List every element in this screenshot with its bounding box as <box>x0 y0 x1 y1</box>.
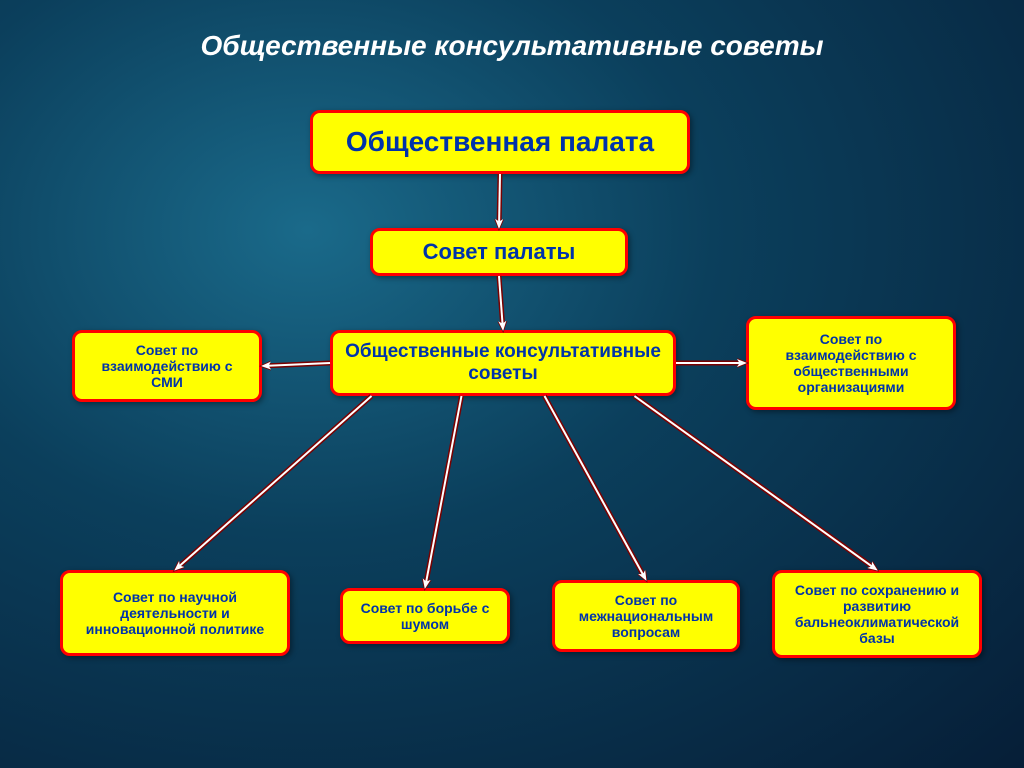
slide-title: Общественные консультативные советы <box>0 30 1024 62</box>
edge-n2-n3 <box>499 276 503 324</box>
node-n1: Общественная палата <box>310 110 690 174</box>
edge-n1-n2-inner <box>499 174 500 222</box>
edge-n3-n4-inner <box>268 363 330 366</box>
edge-n3-n7 <box>426 396 461 582</box>
edge-n3-n9 <box>634 396 872 567</box>
edge-n2-n3-inner <box>499 276 503 324</box>
node-n2: Совет палаты <box>370 228 628 276</box>
edge-n3-n6-inner <box>179 396 371 566</box>
edge-n3-n8-inner <box>545 396 644 575</box>
edge-n3-n4 <box>268 363 330 366</box>
edge-n3-n9-inner <box>634 396 872 567</box>
node-n6: Совет по научной деятельности и инноваци… <box>60 570 290 656</box>
node-n5: Совет по взаимодействию с общественными … <box>746 316 956 410</box>
node-n4: Совет по взаимодействию с СМИ <box>72 330 262 402</box>
node-n9: Совет по сохранению и развитию бальнеокл… <box>772 570 982 658</box>
node-n3: Общественные консультативные советы <box>330 330 676 396</box>
edge-n3-n8 <box>545 396 644 575</box>
edge-n3-n6 <box>179 396 371 566</box>
node-n7: Совет по борьбе с шумом <box>340 588 510 644</box>
edge-n1-n2 <box>499 174 500 222</box>
edge-n3-n7-inner <box>426 396 461 582</box>
node-n8: Совет по межнациональным вопросам <box>552 580 740 652</box>
